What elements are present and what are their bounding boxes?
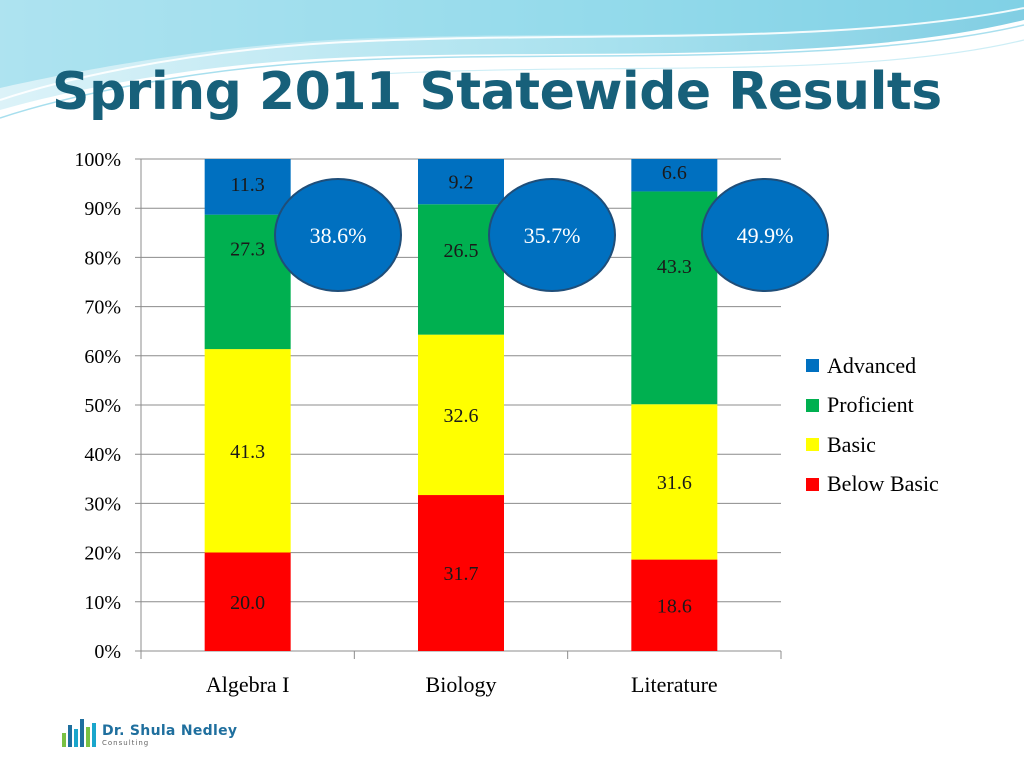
data-label: 9.2 <box>449 172 474 194</box>
data-label: 32.6 <box>444 405 479 427</box>
legend-swatch <box>806 438 819 452</box>
y-tick-label: 30% <box>84 493 121 515</box>
bar-segment <box>204 552 291 651</box>
y-tick-label: 60% <box>84 346 121 368</box>
data-label: 11.3 <box>231 174 265 196</box>
legend-label: Proficient <box>827 392 914 418</box>
y-tick-label: 20% <box>84 543 121 565</box>
chart-legend: Advanced Proficient Basic Below Basic <box>806 346 939 504</box>
legend-item: Basic <box>806 425 939 465</box>
legend-swatch <box>806 398 819 412</box>
legend-label: Below Basic <box>827 471 939 497</box>
callout-label: 49.9% <box>737 223 794 248</box>
x-category-label: Biology <box>426 672 497 697</box>
logo-subtitle: Consulting <box>102 739 150 747</box>
y-tick-label: 70% <box>84 297 121 319</box>
x-category-label: Literature <box>631 672 718 697</box>
bar-segment <box>631 404 718 560</box>
bar-segment <box>418 334 504 496</box>
legend-label: Advanced <box>827 352 917 378</box>
data-label: 26.5 <box>444 240 479 262</box>
logo-name: Dr. Shula Nedley <box>102 723 238 739</box>
bar-segment <box>204 349 291 553</box>
data-label: 27.3 <box>230 238 265 260</box>
bar-segment <box>631 559 718 651</box>
legend-swatch <box>806 477 819 491</box>
data-label: 43.3 <box>657 256 692 278</box>
data-label: 6.6 <box>662 162 687 184</box>
bar-segment <box>631 159 718 192</box>
y-tick-label: 80% <box>84 247 121 269</box>
callout-label: 38.6% <box>310 223 367 248</box>
data-label: 41.3 <box>230 441 265 463</box>
data-label: 18.6 <box>657 595 692 617</box>
legend-label: Basic <box>827 431 876 457</box>
callout-circle <box>274 178 402 292</box>
slide-title: Spring 2011 Statewide Results <box>52 62 942 122</box>
bar-segment <box>204 159 291 215</box>
consulting-logo: Dr. Shula Nedley Consulting <box>62 717 237 747</box>
legend-swatch <box>806 359 819 373</box>
y-tick-label: 10% <box>84 592 121 614</box>
y-tick-label: 40% <box>84 444 121 466</box>
bar-chart-logo-icon <box>62 717 96 747</box>
callout-circle <box>701 178 829 292</box>
header-wave-decoration <box>0 0 1024 119</box>
y-tick-label: 0% <box>94 641 121 663</box>
x-category-label: Algebra I <box>206 672 290 697</box>
callout-circle <box>488 178 616 292</box>
callout-label: 35.7% <box>524 223 581 248</box>
legend-item: Below Basic <box>806 465 939 505</box>
data-label: 31.6 <box>657 472 692 494</box>
bar-segment <box>418 495 504 651</box>
y-tick-label: 50% <box>84 395 121 417</box>
bar-segment <box>418 159 504 205</box>
legend-item: Advanced <box>806 346 939 386</box>
legend-item: Proficient <box>806 386 939 426</box>
data-label: 31.7 <box>444 563 479 585</box>
data-label: 20.0 <box>230 592 265 614</box>
y-tick-label: 100% <box>74 149 121 171</box>
y-tick-label: 90% <box>84 198 121 220</box>
